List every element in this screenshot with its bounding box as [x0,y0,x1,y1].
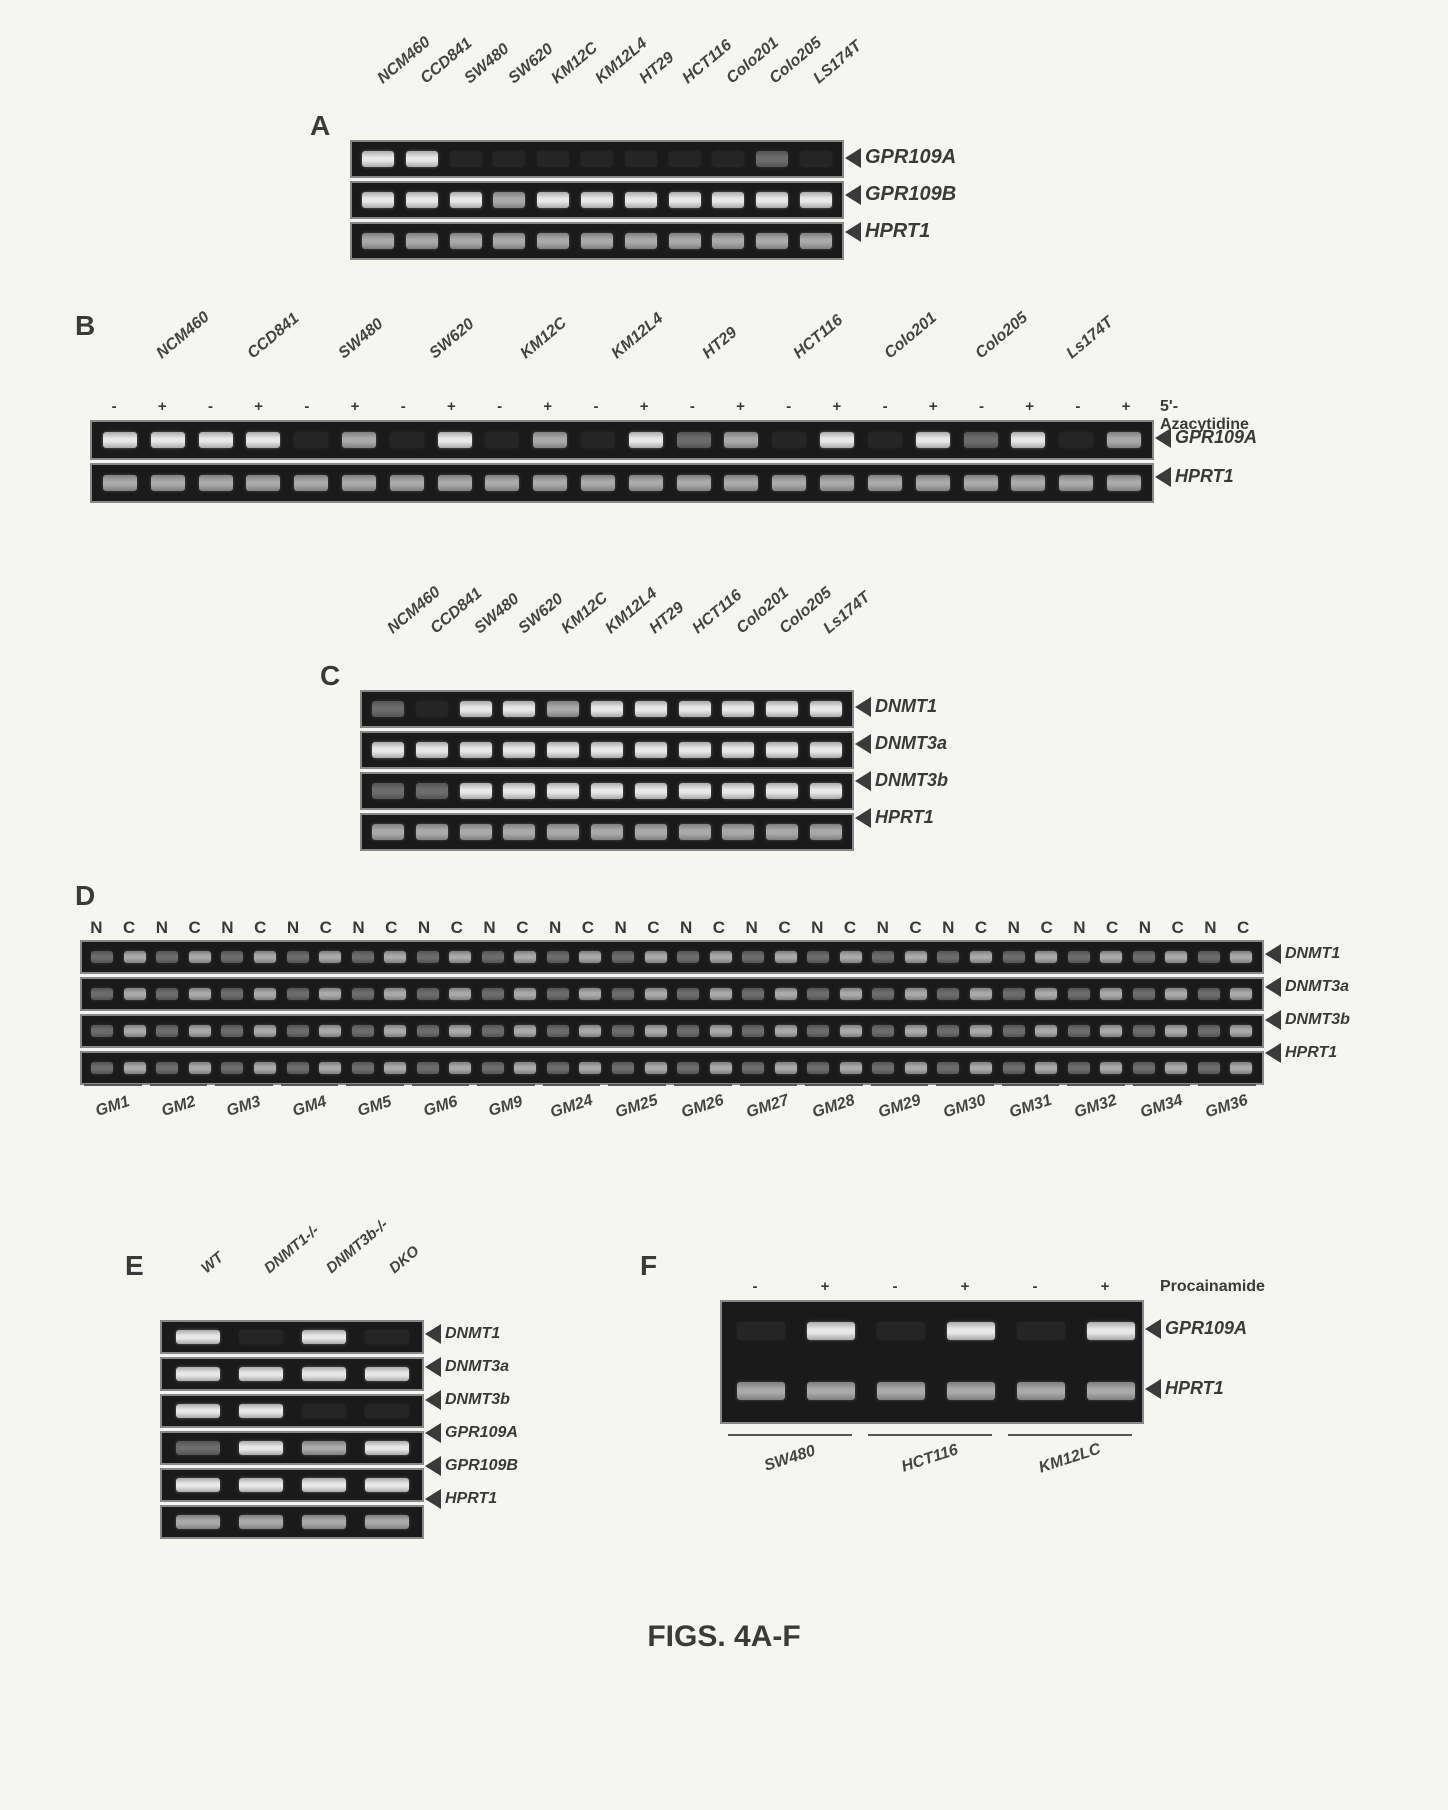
row-label: DNMT3a [425,1357,509,1377]
treatment-label-f: Procainamide [1160,1278,1265,1296]
panel-a-label: A [310,110,330,142]
panel-b-pm: -+-+-+-+-+-+-+-+-+-+-+ [90,398,1150,415]
row-label: DNMT3b [1265,1010,1350,1030]
panel-c-samples: NCM460CCD841SW480SW620KM12CKM12L4HT29HCT… [374,620,854,638]
row-label: GPR109A [845,146,956,169]
row-label: GPR109B [425,1456,518,1476]
panel-b-samples: NCM460CCD841SW480SW620KM12CKM12L4HT29HCT… [120,345,1120,363]
row-label: DNMT3a [1265,977,1349,997]
row-label: HPRT1 [1155,466,1234,487]
panel-a: A NCM460CCD841SW480SW620KM12CKM12L4HT29H… [30,30,1418,290]
panel-c-label: C [320,660,340,692]
row-label: HPRT1 [1265,1043,1337,1063]
row-label: HPRT1 [845,220,930,243]
row-label: HPRT1 [855,807,934,828]
panel-d: D NCNCNCNCNCNCNCNCNCNCNCNCNCNCNCNCNCNC D… [30,910,1418,1200]
panel-a-samples: NCM460CCD841SW480SW620KM12CKM12L4HT29HCT… [364,70,844,88]
panel-b-label: B [75,310,95,342]
panel-e-label: E [125,1250,144,1282]
panel-f-pm: -+-+-+ [720,1278,1140,1295]
row-label: DNMT3b [425,1390,510,1410]
panel-b: B NCM460CCD841SW480SW620KM12CKM12L4HT29H… [30,320,1418,570]
panel-c: C NCM460CCD841SW480SW620KM12CKM12L4HT29H… [30,600,1418,880]
panel-f-label: F [640,1250,657,1282]
row-label: DNMT1 [425,1324,500,1344]
panel-d-samples: GM1GM2GM3GM4GM5GM6GM9GM24GM25GM26GM27GM2… [80,1098,1260,1116]
panel-f-samples: SW480HCT116KM12LC [720,1450,1140,1468]
row-label: GPR109A [1155,427,1257,448]
row-label: DNMT1 [855,696,937,717]
panel-d-label: D [75,880,95,912]
row-label: GPR109A [425,1423,518,1443]
row-label: GPR109B [845,183,956,206]
row-label: DNMT3a [855,733,947,754]
row-label: DNMT3b [855,770,948,791]
panel-e-samples: WTDNMT1-/-DNMT3b-/-DKO [178,1260,428,1277]
figure-caption: FIGS. 4A-F [30,1620,1418,1654]
row-label: HPRT1 [1145,1378,1224,1399]
panel-d-nc: NCNCNCNCNCNCNCNCNCNCNCNCNCNCNCNCNCNC [80,918,1260,938]
row-label: DNMT1 [1265,944,1340,964]
row-label: HPRT1 [425,1489,497,1509]
row-label: GPR109A [1145,1318,1247,1339]
